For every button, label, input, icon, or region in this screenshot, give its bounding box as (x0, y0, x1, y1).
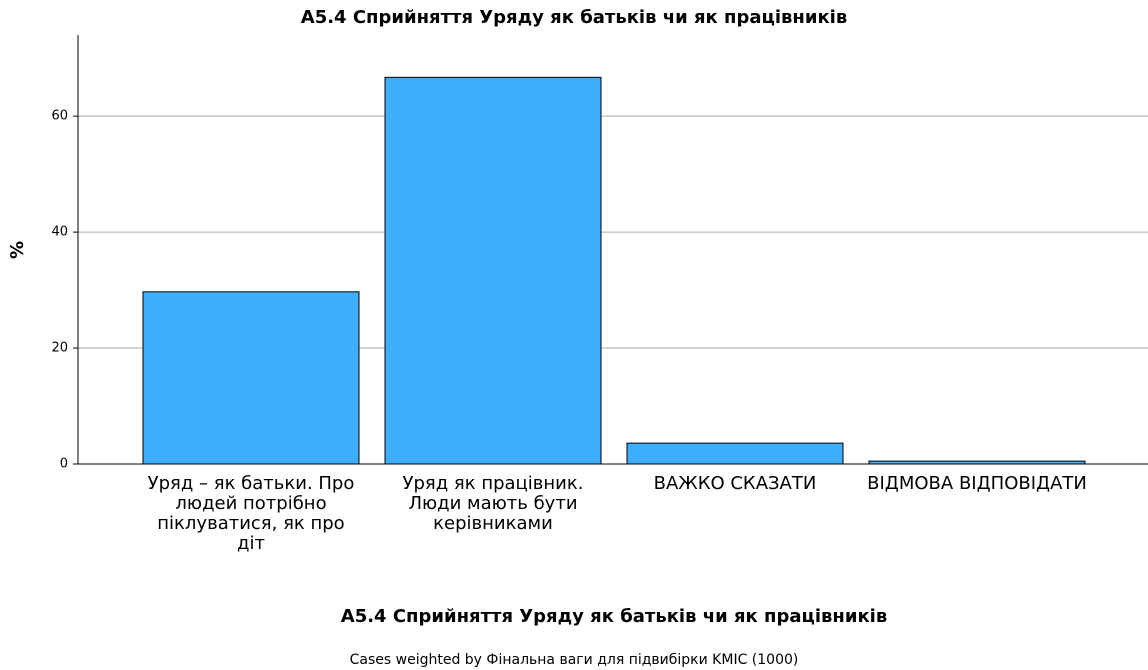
x-tick-label: ВІДМОВА ВІДПОВІДАТИ (867, 474, 1087, 494)
y-tick-label: 0 (60, 457, 68, 472)
x-tick-label-box: ВАЖКО СКАЗАТИ (653, 474, 817, 494)
bar (868, 460, 1086, 465)
y-tick-label: 20 (51, 341, 68, 356)
y-tick-label: 60 (51, 109, 68, 124)
bar (384, 76, 602, 465)
y-tick-label: 40 (51, 225, 68, 240)
bar (142, 291, 360, 465)
bar (626, 442, 844, 465)
chart-title: А5.4 Сприйняття Уряду як батьків чи як п… (301, 7, 847, 28)
x-tick-label: Уряд – як батьки. Про людей потрібно пік… (147, 474, 355, 554)
x-axis-label: А5.4 Сприйняття Уряду як батьків чи як п… (341, 606, 887, 627)
y-axis-label: % (7, 241, 28, 259)
x-tick-label: Уряд як працівник. Люди мають бути керів… (402, 474, 584, 534)
x-tick-label-box: Уряд як працівник. Люди мають бути керів… (402, 474, 584, 534)
x-tick-label-box: ВІДМОВА ВІДПОВІДАТИ (867, 474, 1087, 494)
footnote: Cases weighted by Фінальна ваги для підв… (350, 652, 799, 668)
x-tick-label-box: Уряд – як батьки. Про людей потрібно пік… (147, 474, 355, 554)
x-tick-label: ВАЖКО СКАЗАТИ (653, 474, 817, 494)
